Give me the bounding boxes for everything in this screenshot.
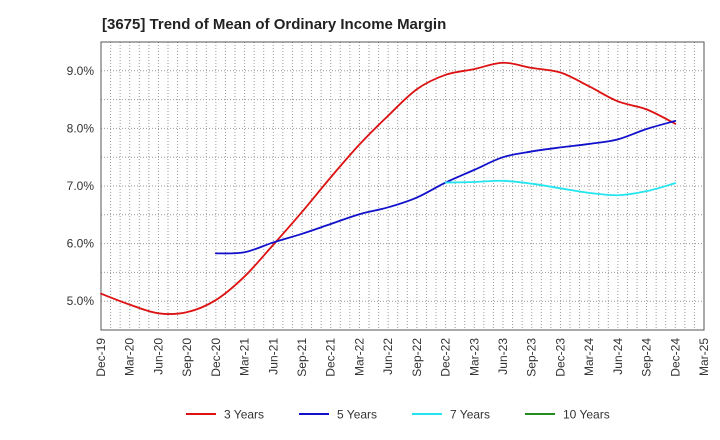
x-tick-label: Jun-23: [496, 338, 510, 375]
x-tick-label: Jun-22: [381, 338, 395, 375]
y-tick-label: 8.0%: [67, 121, 95, 135]
plot-frame: [100, 41, 705, 331]
x-tick-label: Mar-23: [467, 338, 481, 376]
x-tick-label: Sep-23: [525, 338, 539, 377]
x-tick-label: Jun-24: [611, 338, 625, 375]
x-tick-label: Dec-21: [324, 338, 338, 377]
series-line-7-years: [444, 179, 677, 197]
x-tick-label: Sep-24: [640, 338, 654, 377]
x-tick-label: Dec-20: [209, 338, 223, 377]
x-tick-label: Sep-22: [410, 338, 424, 377]
x-tick-label: Mar-21: [238, 338, 252, 376]
x-tick-label: Mar-20: [123, 338, 137, 376]
series-line-3-years: [100, 61, 677, 315]
x-tick-label: Dec-23: [553, 338, 567, 377]
legend-label-7-years: 7 Years: [450, 408, 490, 422]
x-tick-label: Dec-24: [668, 338, 682, 377]
x-tick-label: Dec-19: [94, 338, 108, 377]
x-tick-label: Sep-21: [295, 338, 309, 377]
x-tick-label: Jun-21: [266, 338, 280, 375]
x-tick-label: Jun-20: [151, 338, 165, 375]
y-tick-label: 6.0%: [67, 237, 95, 251]
legend-label-3-years: 3 Years: [224, 408, 264, 422]
x-tick-label: Sep-20: [180, 338, 194, 377]
chart-title: [3675] Trend of Mean of Ordinary Income …: [102, 16, 447, 33]
legend-label-5-years: 5 Years: [337, 408, 377, 422]
x-tick-label: Mar-24: [582, 338, 596, 376]
x-tick-label: Mar-25: [697, 338, 711, 376]
plot-area: [101, 42, 704, 330]
y-tick-label: 7.0%: [67, 179, 95, 193]
y-tick-label: 5.0%: [67, 294, 95, 308]
x-tick-label: Mar-22: [352, 338, 366, 376]
legend-label-10-years: 10 Years: [563, 408, 610, 422]
x-tick-label: Dec-22: [439, 338, 453, 377]
y-tick-label: 9.0%: [67, 64, 95, 78]
